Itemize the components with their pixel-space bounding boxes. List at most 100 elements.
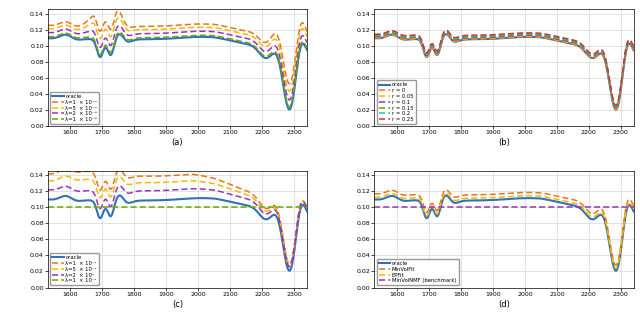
λ=1  × 10⁻⁶ (268, 51, 275, 55)
Legend: oracle, λ=1  × 10⁻¹, λ=5  × 10⁻¹, λ=2  × 10⁰, λ=1  × 10⁻¹: oracle, λ=1 × 10⁻¹, λ=5 × 10⁻¹, λ=2 × 10… (50, 253, 99, 285)
oracle (202, 196, 209, 200)
MinVolFit (536, 191, 544, 195)
oracle (268, 53, 275, 57)
oracle (536, 35, 544, 39)
EPFit (371, 195, 378, 199)
oracle (60, 194, 68, 198)
λ=5  × 10⁻¹ (62, 174, 70, 178)
λ=2  × 10⁻⁵ (303, 41, 311, 45)
r = 0.2 (528, 32, 536, 36)
EPFit (594, 212, 602, 216)
λ=5  × 10⁻¹ (303, 206, 311, 210)
λ=5  × 10⁻¹ (195, 179, 203, 183)
λ=5  × 10⁻¹ (286, 264, 294, 268)
r = 0.25 (630, 44, 637, 48)
r = 0.2 (568, 39, 575, 42)
r = 0.15 (442, 30, 450, 34)
Line: r = 0.15: r = 0.15 (374, 32, 634, 107)
λ=1  × 10⁻¹ (303, 205, 311, 209)
r = 0.1 (522, 33, 529, 37)
Line: oracle: oracle (374, 196, 634, 271)
Line: MinVolFit: MinVolFit (374, 190, 634, 265)
r = 0.05 (568, 41, 575, 45)
r = 0.1 (528, 33, 536, 37)
oracle (241, 42, 249, 46)
λ=2  × 10⁻⁵ (60, 27, 68, 31)
λ=5  × 10⁻⁴ (115, 16, 122, 20)
Line: r = 0.1: r = 0.1 (374, 33, 634, 108)
r = 0 (371, 36, 378, 40)
λ=5  × 10⁻¹ (202, 180, 209, 184)
EPFit (568, 200, 575, 204)
Line: oracle: oracle (374, 34, 634, 109)
λ=2  × 10⁰ (241, 196, 249, 200)
λ=5  × 10⁻⁴ (241, 32, 249, 36)
r = 0.05 (528, 34, 536, 38)
r = 0 (442, 32, 450, 36)
oracle (522, 35, 529, 39)
λ=5  × 10⁻⁴ (60, 23, 68, 27)
r = 0.15 (371, 34, 378, 38)
λ=2  × 10⁰ (202, 187, 209, 191)
r = 0 (612, 107, 620, 111)
X-axis label: (c): (c) (172, 300, 183, 308)
λ=1  × 10⁻⁶ (60, 31, 68, 35)
r = 0.05 (630, 47, 637, 51)
λ=1  × 10⁻⁴ (285, 82, 293, 86)
EPFit (522, 194, 529, 198)
MinVolFit (594, 209, 602, 212)
λ=1  × 10⁻⁶ (202, 33, 209, 37)
λ=5  × 10⁻¹ (209, 182, 217, 185)
MinVolNMF (benchmark) (536, 205, 543, 209)
r = 0.15 (568, 39, 575, 43)
r = 0.05 (371, 35, 378, 39)
MinVolFit (568, 197, 575, 201)
oracle (209, 197, 217, 200)
λ=1  × 10⁻⁶ (303, 46, 311, 50)
λ=1  × 10⁻⁴ (195, 22, 203, 26)
EPFit (536, 194, 544, 198)
λ=1  × 10⁻¹ (60, 205, 68, 209)
MinVolFit (522, 191, 529, 194)
r = 0.1 (612, 106, 620, 110)
MinVolNMF (benchmark) (528, 205, 536, 209)
r = 0.1 (442, 31, 450, 34)
oracle (195, 35, 203, 39)
r = 0.15 (528, 33, 536, 36)
r = 0.05 (536, 34, 544, 38)
r = 0.2 (371, 33, 378, 37)
λ=1  × 10⁻⁶ (241, 40, 249, 44)
oracle (612, 269, 620, 273)
λ=2  × 10⁻⁵ (202, 29, 209, 33)
oracle (241, 203, 249, 207)
r = 0.25 (568, 38, 575, 41)
λ=5  × 10⁻⁴ (195, 25, 203, 29)
oracle (594, 53, 602, 57)
λ=1  × 10⁻⁶ (195, 33, 203, 37)
r = 0.05 (522, 34, 529, 38)
λ=2  × 10⁰ (285, 265, 293, 269)
λ=5  × 10⁻⁴ (44, 27, 52, 30)
r = 0.05 (594, 52, 602, 56)
r = 0.15 (612, 105, 620, 109)
oracle (44, 198, 52, 201)
r = 0.25 (536, 31, 544, 35)
λ=5  × 10⁻¹ (268, 207, 275, 211)
r = 0.25 (594, 49, 602, 53)
X-axis label: (a): (a) (172, 138, 184, 147)
oracle (202, 35, 209, 39)
λ=1  × 10⁻¹ (303, 205, 311, 209)
oracle (528, 35, 536, 39)
MinVolFit (371, 192, 378, 196)
oracle (285, 107, 293, 111)
r = 0.25 (371, 32, 378, 36)
r = 0.1 (630, 47, 637, 51)
oracle (387, 194, 394, 198)
oracle (442, 194, 450, 198)
oracle (568, 203, 575, 207)
λ=1  × 10⁻¹ (286, 262, 294, 266)
oracle (209, 35, 217, 39)
oracle (568, 42, 575, 46)
λ=2  × 10⁰ (209, 188, 217, 192)
Line: r = 0.05: r = 0.05 (374, 33, 634, 109)
